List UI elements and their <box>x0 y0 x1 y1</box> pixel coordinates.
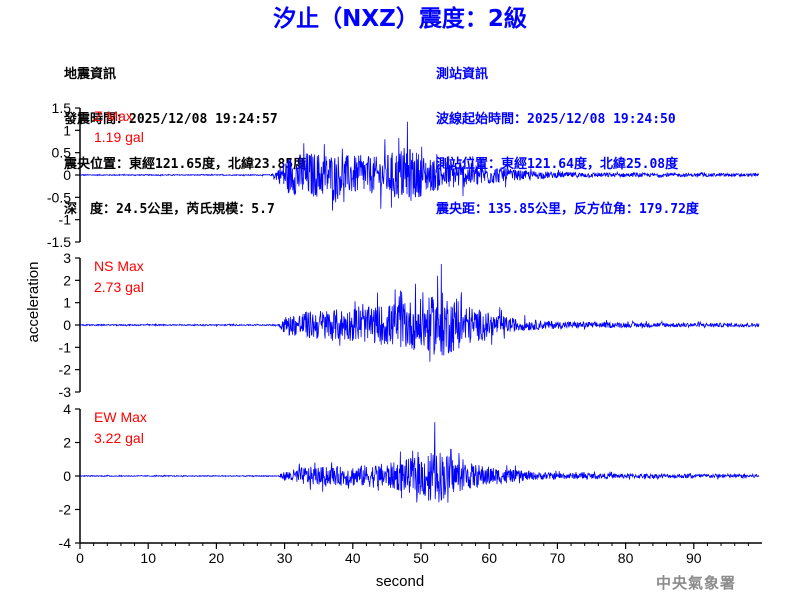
earthquake-info-heading: 地震資訊 <box>64 67 117 82</box>
epicentral-distance: 震央距：135.85公里，反方位角：179.72度 <box>436 202 699 217</box>
earthquake-info: 地震資訊 發震時間：2025/12/08 19:24:57 震央位置：東經121… <box>64 37 306 232</box>
x-axis-title: second <box>376 573 424 590</box>
ns-max-label: NS Max <box>94 258 144 274</box>
z-ytick-label: -0.5 <box>47 189 71 205</box>
ew-ytick-label: -4 <box>59 535 72 551</box>
z-ytick-label: 0.5 <box>52 145 72 161</box>
station-info-heading: 測站資訊 <box>436 67 489 82</box>
z-ytick-label: 0 <box>63 167 71 183</box>
x-tick-label: 40 <box>345 550 361 566</box>
ns-ytick-label: -1 <box>59 339 72 355</box>
x-tick-label: 30 <box>277 550 293 566</box>
z-ytick-label: 1.5 <box>52 100 72 116</box>
x-tick-label: 0 <box>76 550 84 566</box>
ns-waveform-line <box>79 263 760 362</box>
ns-ytick-label: 2 <box>63 272 71 288</box>
ns-max-value: 2.73 gal <box>94 279 144 295</box>
station-info: 測站資訊 波線起始時間：2025/12/08 19:24:50 測站位置：東經1… <box>436 37 699 232</box>
x-tick-label: 50 <box>413 550 429 566</box>
ns-ytick-label: 0 <box>63 317 71 333</box>
z-ytick-label: -1 <box>59 212 72 228</box>
x-tick-label: 80 <box>618 550 634 566</box>
ew-ytick-label: 2 <box>63 435 71 451</box>
depth-magnitude: 深 度：24.5公里，芮氏規模：5.7 <box>64 202 275 217</box>
ns-ytick-label: 1 <box>63 295 71 311</box>
ns-ytick-label: -3 <box>59 384 72 400</box>
chart-title: 汐止（NXZ）震度：2級 <box>273 6 527 32</box>
x-tick-label: 20 <box>209 550 225 566</box>
agency-name: 中央氣象署 <box>656 574 737 592</box>
y-axis-title: acceleration <box>25 262 42 343</box>
ew-waveform-line <box>79 422 760 503</box>
ns-ytick-label: -2 <box>59 362 72 378</box>
x-tick-label: 10 <box>140 550 156 566</box>
ns-ytick-label: 3 <box>63 250 71 266</box>
z-ytick-label: 1 <box>63 122 71 138</box>
ew-max-label: EW Max <box>94 409 147 425</box>
x-tick-label: 70 <box>550 550 566 566</box>
x-tick-label: 60 <box>481 550 497 566</box>
origin-time: 發震時間：2025/12/08 19:24:57 <box>64 112 278 127</box>
z-max-value: 1.19 gal <box>94 129 144 145</box>
z-max-label: Z Max <box>94 108 133 124</box>
epicenter-location: 震央位置：東經121.65度，北緯23.85度 <box>64 157 307 172</box>
ew-ytick-label: 0 <box>63 468 71 484</box>
wave-start-time: 波線起始時間：2025/12/08 19:24:50 <box>436 112 676 127</box>
z-waveform-line <box>79 121 760 211</box>
x-tick-label: 90 <box>686 550 702 566</box>
ew-ytick-label: 4 <box>63 401 71 417</box>
z-ytick-label: -1.5 <box>47 234 71 250</box>
ew-ytick-label: -2 <box>59 502 72 518</box>
ew-max-value: 3.22 gal <box>94 430 144 446</box>
station-location: 測站位置：東經121.64度，北緯25.08度 <box>436 157 679 172</box>
